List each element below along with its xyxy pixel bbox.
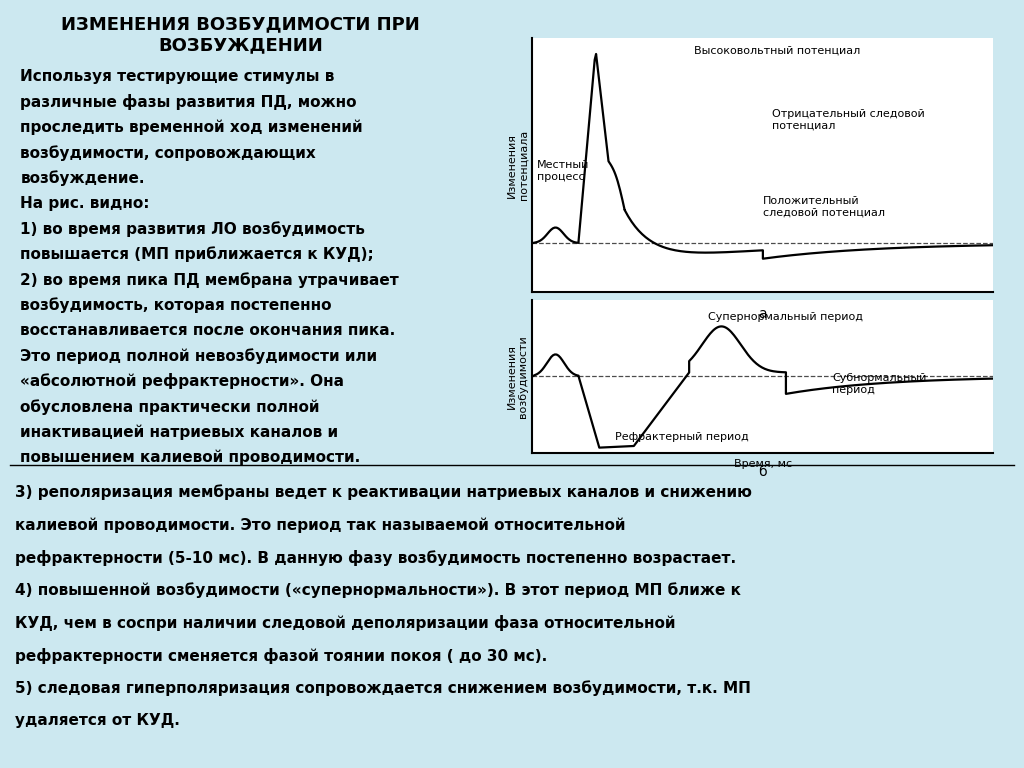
Text: Местный
процесс: Местный процесс — [537, 160, 590, 182]
Text: Отрицательный следовой
потенциал: Отрицательный следовой потенциал — [772, 109, 925, 131]
Y-axis label: Изменения
потенциала: Изменения потенциала — [507, 130, 528, 200]
Text: 4) повышенной возбудимости («супернормальности»). В этот период МП ближе к: 4) повышенной возбудимости («супернормал… — [15, 583, 741, 598]
Text: 1) во время развития ЛО возбудимость: 1) во время развития ЛО возбудимость — [20, 221, 366, 237]
Text: На рис. видно:: На рис. видно: — [20, 196, 150, 210]
Text: восстанавливается после окончания пика.: восстанавливается после окончания пика. — [20, 323, 395, 338]
Text: 5) следовая гиперполяризация сопровождается снижением возбудимости, т.к. МП: 5) следовая гиперполяризация сопровождае… — [15, 680, 752, 697]
Text: калиевой проводимости. Это период так называемой относительной: калиевой проводимости. Это период так на… — [15, 518, 626, 533]
Text: повышается (МП приближается к КУД);: повышается (МП приближается к КУД); — [20, 247, 374, 263]
Text: рефрактерности (5-10 мс). В данную фазу возбудимость постепенно возрастает.: рефрактерности (5-10 мс). В данную фазу … — [15, 550, 736, 566]
Text: Используя тестирующие стимулы в: Используя тестирующие стимулы в — [20, 69, 335, 84]
Text: Субнормальный
период: Субнормальный период — [831, 373, 927, 395]
Text: 2) во время пика ПД мембрана утрачивает: 2) во время пика ПД мембрана утрачивает — [20, 272, 399, 288]
Text: КУД, чем в соспри наличии следовой деполяризации фаза относительной: КУД, чем в соспри наличии следовой депол… — [15, 615, 676, 631]
Text: рефрактерности сменяется фазой тоянии покоя ( до 30 мс).: рефрактерности сменяется фазой тоянии по… — [15, 648, 548, 664]
Text: обусловлена практически полной: обусловлена практически полной — [20, 399, 319, 415]
Text: б: б — [759, 465, 767, 478]
Text: Это период полной невозбудимости или: Это период полной невозбудимости или — [20, 348, 378, 364]
Text: возбуждение.: возбуждение. — [20, 170, 145, 186]
Text: возбудимости, сопровождающих: возбудимости, сопровождающих — [20, 145, 316, 161]
Text: различные фазы развития ПД, можно: различные фазы развития ПД, можно — [20, 94, 357, 110]
Text: 3) реполяризация мембраны ведет к реактивации натриевых каналов и снижению: 3) реполяризация мембраны ведет к реакти… — [15, 485, 753, 501]
Text: Высоковольтный потенциал: Высоковольтный потенциал — [694, 46, 860, 56]
Text: а: а — [759, 307, 767, 321]
Text: проследить временной ход изменений: проследить временной ход изменений — [20, 120, 364, 135]
Text: Положительный
следовой потенциал: Положительный следовой потенциал — [763, 196, 885, 217]
Text: возбудимость, которая постепенно: возбудимость, которая постепенно — [20, 297, 332, 313]
Text: ИЗМЕНЕНИЯ ВОЗБУДИМОСТИ ПРИ
ВОЗБУЖДЕНИИ: ИЗМЕНЕНИЯ ВОЗБУДИМОСТИ ПРИ ВОЗБУЖДЕНИИ — [61, 15, 420, 55]
Text: «абсолютной рефрактерности». Она: «абсолютной рефрактерности». Она — [20, 373, 344, 389]
Text: повышением калиевой проводимости.: повышением калиевой проводимости. — [20, 449, 360, 465]
Text: удаляется от КУД.: удаляется от КУД. — [15, 713, 180, 728]
X-axis label: Время, мс: Время, мс — [734, 458, 792, 468]
Text: Рефрактерный период: Рефрактерный период — [615, 432, 750, 442]
Text: Супернормальный период: Супернормальный период — [708, 312, 862, 322]
Text: инактивацией натриевых каналов и: инактивацией натриевых каналов и — [20, 424, 339, 440]
Y-axis label: Изменения
возбудимости: Изменения возбудимости — [507, 335, 528, 418]
